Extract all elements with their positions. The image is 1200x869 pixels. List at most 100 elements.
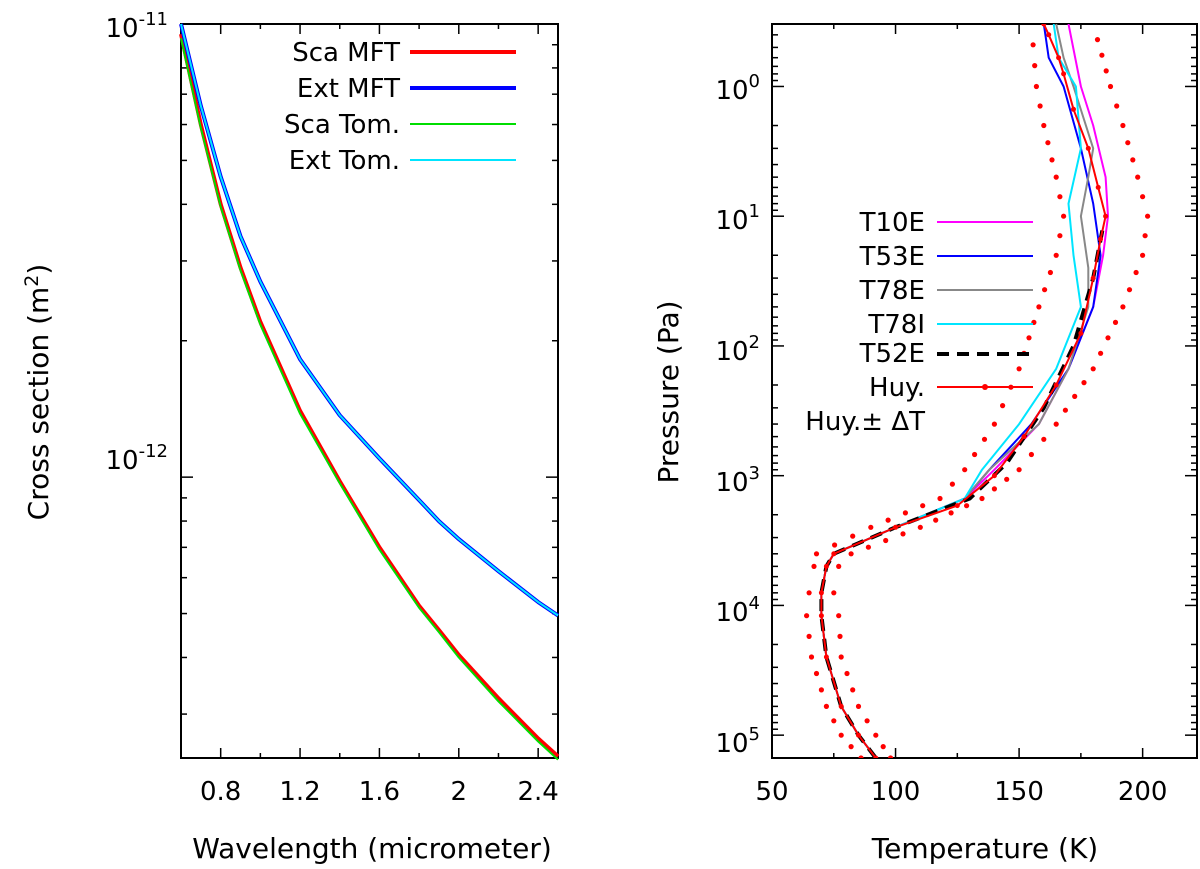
legend-label-ext-mft: Ext MFT [297, 74, 400, 104]
series-dot-huy-minus [1049, 157, 1055, 163]
series-dot-huy-minus [949, 481, 956, 487]
series-dot-huy-minus [1032, 63, 1038, 69]
series-dot-huy-plus [1072, 393, 1078, 399]
series-dot-huy-minus [1033, 83, 1039, 90]
series-dot-huy-minus [1000, 403, 1006, 409]
legend-label-huy: Huy. [869, 373, 925, 403]
series-dot-huy-plus [888, 755, 894, 758]
right-ytick-labels: 100 101 102 103 104 105 [715, 71, 760, 759]
left-ytick-label-1e-12: 10-12 [106, 441, 169, 476]
series-dot-huy-plus [838, 654, 844, 660]
left-xtick-labels: 0.8 1.2 1.6 2 2.4 [200, 777, 559, 807]
series-dot-huy-plus [1145, 213, 1151, 219]
series-dot-huy-minus [1030, 42, 1036, 48]
series-dot-huy-plus [1120, 122, 1126, 129]
series-dot-huy-minus [808, 654, 815, 660]
series-dot-huy-plus [964, 503, 970, 509]
series-marker-huy [1046, 32, 1052, 38]
series-dot-huy-plus [1099, 52, 1105, 58]
series-marker-huy [1053, 382, 1059, 388]
series-line-t10e [820, 24, 1109, 758]
series-dot-huy-minus [1057, 233, 1063, 239]
series-dot-huy-minus [1016, 366, 1022, 372]
series-dot-huy-plus [837, 633, 843, 640]
legend-swatch-huy-marker [982, 384, 988, 390]
series-marker-huy [856, 732, 861, 738]
right-xtick-label: 100 [871, 777, 921, 807]
series-dot-huy-plus [991, 486, 998, 492]
series-marker-huy [823, 563, 829, 569]
series-marker-huy [831, 551, 837, 557]
series-line-t53e [820, 24, 1102, 758]
series-dot-huy-minus [823, 703, 830, 710]
series-dot-huy-minus [806, 633, 812, 640]
series-dot-huy-minus [1041, 122, 1047, 129]
legend-label-huy-delta: Huy.± ΔT [805, 407, 925, 437]
series-dot-huy-minus [937, 495, 943, 502]
left-y-axis-title: Cross section (m2) [21, 264, 55, 521]
series-dot-huy-plus [848, 551, 854, 557]
series-dot-huy-plus [933, 517, 939, 523]
series-dot-huy-plus [1098, 350, 1104, 356]
series-dot-huy-minus [1037, 103, 1043, 109]
right-xtick-label: 200 [1118, 777, 1168, 807]
right-ytick-label-1e5: 105 [715, 724, 760, 759]
series-line-sca-mft [179, 33, 560, 758]
series-dot-huy-minus [1026, 335, 1032, 341]
series-dot-huy-minus [902, 510, 909, 516]
right-xtick-label: 150 [994, 777, 1044, 807]
series-dot-huy-minus [868, 524, 874, 530]
right-ytick-label-1e0: 100 [715, 71, 760, 106]
series-marker-huy [991, 473, 997, 479]
series-dot-huy-plus [836, 613, 842, 619]
series-marker-huy [1098, 236, 1104, 242]
series-dot-huy-plus [1140, 252, 1146, 258]
series-dot-huy-minus [991, 421, 998, 427]
left-xtick-label: 2.4 [517, 777, 558, 807]
legend-label-t53e: T53E [859, 242, 925, 272]
left-legend: Sca MFT Ext MFT Sca Tom. Ext Tom. [284, 38, 516, 176]
series-dot-huy-plus [1114, 103, 1120, 109]
series-marker-huy [1056, 55, 1062, 61]
series-dot-huy-minus [972, 451, 978, 458]
series-dot-huy-minus [1047, 269, 1053, 276]
left-chart: 10-11 10-12 0.8 1.2 1.6 2 2.4 Wavelength… [21, 9, 560, 865]
series-dot-huy-plus [864, 718, 870, 724]
series-dot-huy-plus [1004, 476, 1010, 482]
series-line-t78i [820, 24, 1082, 758]
series-marker-huy [1061, 71, 1067, 77]
series-dot-huy-plus [1105, 335, 1111, 341]
right-chart: 100 101 102 103 104 105 50 100 150 200 T… [652, 23, 1198, 865]
series-dot-huy-plus [883, 537, 889, 544]
series-dot-huy-plus [865, 544, 872, 550]
series-dot-huy-plus [1041, 436, 1047, 442]
series-dot-huy-plus [873, 732, 879, 738]
series-dot-huy-plus [850, 687, 856, 693]
series-marker-huy [1041, 24, 1047, 27]
legend-label-sca-mft: Sca MFT [292, 38, 400, 68]
series-marker-huy [838, 703, 844, 709]
series-dot-huy-plus [1094, 37, 1101, 43]
series-dot-huy-minus [806, 590, 812, 596]
left-xtick-label: 1.2 [279, 777, 320, 807]
left-x-axis-title: Wavelength (micrometer) [192, 832, 552, 865]
series-marker-huy [1071, 106, 1076, 112]
series-dot-huy-plus [917, 524, 923, 530]
series-marker-huy [873, 755, 879, 758]
series-dot-huy-minus [1042, 287, 1048, 293]
legend-label-sca-tom: Sca Tom. [284, 110, 400, 140]
left-xtick-label: 1.6 [359, 777, 400, 807]
series-dot-huy-plus [1016, 467, 1022, 473]
series-dot-huy-plus [1140, 194, 1146, 200]
series-line-t52e [819, 226, 1106, 758]
series-dot-huy-minus [832, 542, 838, 548]
right-xtick-label: 50 [755, 777, 788, 807]
series-dot-huy-minus [848, 744, 854, 750]
right-y-axis-title: Pressure (Pa) [652, 300, 685, 483]
series-marker-huy [818, 613, 824, 619]
series-dot-huy-minus [1061, 213, 1067, 219]
right-x-axis-title: Temperature (K) [871, 832, 1098, 865]
left-series [179, 23, 560, 761]
series-dot-huy-minus [850, 533, 856, 539]
